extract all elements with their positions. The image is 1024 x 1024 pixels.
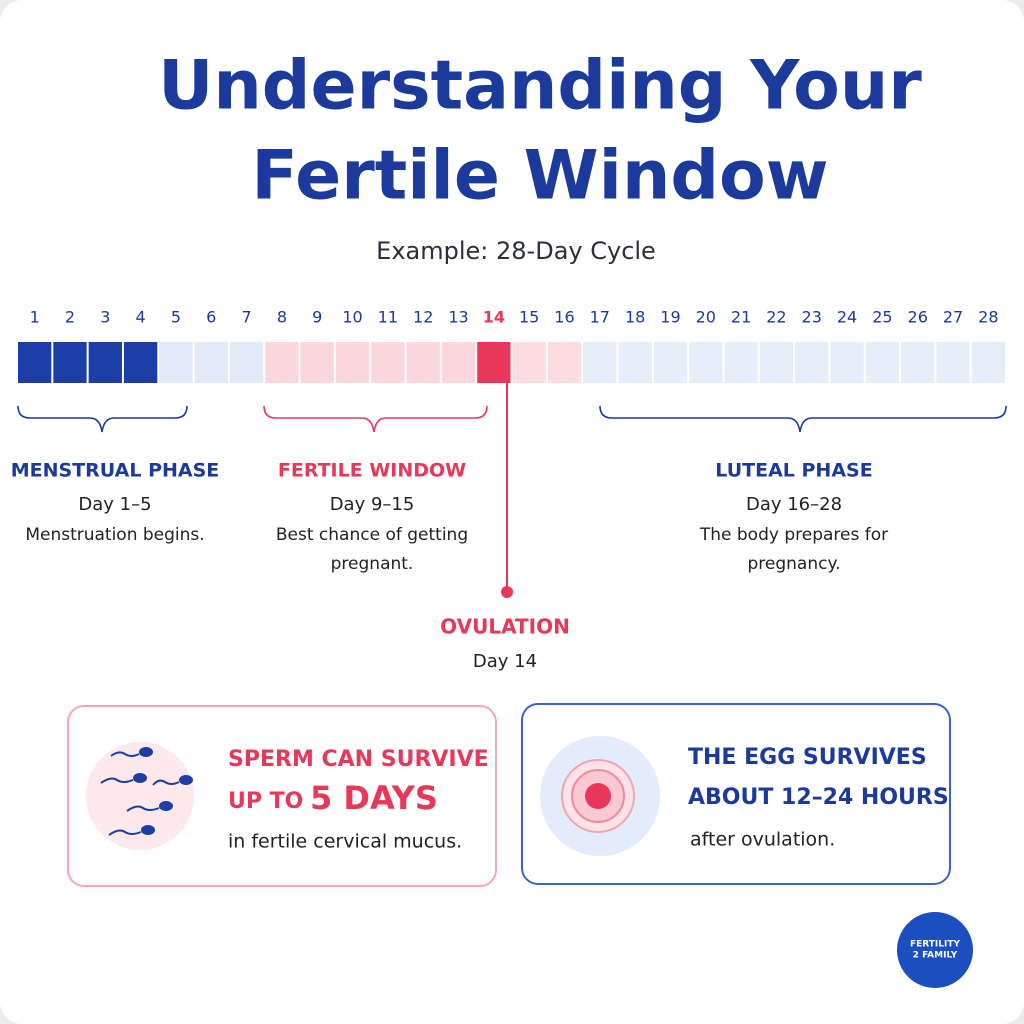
day-cell	[406, 342, 440, 383]
card-heading: SPERM CAN SURVIVE	[228, 747, 489, 772]
day-number: 27	[943, 308, 963, 327]
day-cell	[265, 342, 299, 383]
day-cell	[583, 342, 617, 383]
phase-description: The body prepares for	[699, 525, 888, 545]
day-cell	[830, 342, 864, 383]
day-number: 19	[660, 308, 680, 327]
day-cell	[53, 342, 87, 383]
day-cell	[371, 342, 405, 383]
day-cell	[441, 342, 476, 383]
day-cell	[971, 342, 1005, 383]
subtitle: Example: 28-Day Cycle	[376, 237, 656, 265]
day-cell	[618, 342, 652, 383]
day-number: 17	[590, 308, 610, 327]
day-cell	[477, 342, 511, 383]
day-cell	[194, 342, 228, 383]
card-note: in fertile cervical mucus.	[228, 831, 462, 853]
day-cell	[724, 342, 758, 383]
day-cell	[300, 342, 334, 383]
logo-text: FERTILITY	[910, 940, 961, 950]
day-cell	[795, 342, 829, 383]
brace	[263, 405, 488, 433]
card	[67, 705, 497, 887]
day-number: 24	[837, 308, 857, 327]
day-number: 13	[448, 308, 468, 327]
day-number: 18	[625, 308, 645, 327]
card-note: after ovulation.	[690, 829, 835, 851]
title: Understanding Your	[158, 47, 922, 126]
card-heading: THE EGG SURVIVES	[688, 745, 927, 770]
day-cell	[512, 342, 546, 383]
day-cell	[689, 342, 723, 383]
day-cell	[18, 342, 52, 383]
phase-description: Best chance of getting	[276, 525, 468, 545]
day-number: 3	[100, 308, 110, 327]
logo-text: 2 FAMILY	[913, 951, 958, 961]
day-number: 9	[312, 308, 322, 327]
day-number: 21	[731, 308, 751, 327]
day-number: 2	[65, 308, 75, 327]
day-number: 12	[413, 308, 433, 327]
ovulation-label: OVULATION	[440, 615, 570, 639]
day-cell	[865, 342, 900, 383]
day-number: 20	[696, 308, 716, 327]
ovulation-dot	[501, 586, 513, 598]
day-number: 15	[519, 308, 539, 327]
phase-description: pregnancy.	[747, 554, 840, 574]
day-number: 28	[978, 308, 998, 327]
day-cell	[123, 342, 158, 383]
day-cell	[229, 342, 264, 383]
day-number: 25	[872, 308, 892, 327]
day-cell	[159, 342, 193, 383]
day-number: 14	[483, 308, 505, 327]
day-cell	[936, 342, 970, 383]
day-cell	[547, 342, 582, 383]
day-cell	[653, 342, 688, 383]
day-number: 11	[378, 308, 398, 327]
day-cell	[88, 342, 122, 383]
day-number: 4	[136, 308, 146, 327]
phase-name: MENSTRUAL PHASE	[11, 460, 220, 482]
phase-name: LUTEAL PHASE	[715, 460, 872, 482]
title: Fertile Window	[251, 137, 828, 216]
brace	[17, 405, 188, 433]
phase-days: Day 16–28	[746, 494, 842, 515]
card-highlight: 5 DAYS	[310, 779, 438, 817]
day-number: 8	[277, 308, 287, 327]
day-number: 16	[554, 308, 574, 327]
card-highlight: ABOUT 12–24 HOURS	[688, 785, 949, 810]
brace	[599, 405, 1007, 433]
phase-days: Day 9–15	[330, 494, 415, 515]
day-number: 7	[241, 308, 251, 327]
day-number: 10	[342, 308, 362, 327]
day-number: 23	[802, 308, 822, 327]
phase-description: Menstruation begins.	[25, 525, 204, 545]
day-number: 26	[908, 308, 928, 327]
day-number: 5	[171, 308, 181, 327]
phase-days: Day 1–5	[78, 494, 151, 515]
phase-name: FERTILE WINDOW	[278, 460, 466, 482]
card-prefix: UP TO	[228, 789, 303, 814]
sperm-icon	[100, 747, 193, 836]
sperm-icon	[86, 742, 194, 850]
logo	[897, 912, 973, 988]
day-cell	[901, 342, 935, 383]
phase-description: pregnant.	[331, 554, 414, 574]
egg-icon	[585, 783, 611, 809]
day-cell	[759, 342, 794, 383]
day-number: 22	[766, 308, 786, 327]
day-number: 1	[30, 308, 40, 327]
day-cell	[335, 342, 370, 383]
ovulation-day: Day 14	[473, 651, 537, 672]
day-number: 6	[206, 308, 216, 327]
